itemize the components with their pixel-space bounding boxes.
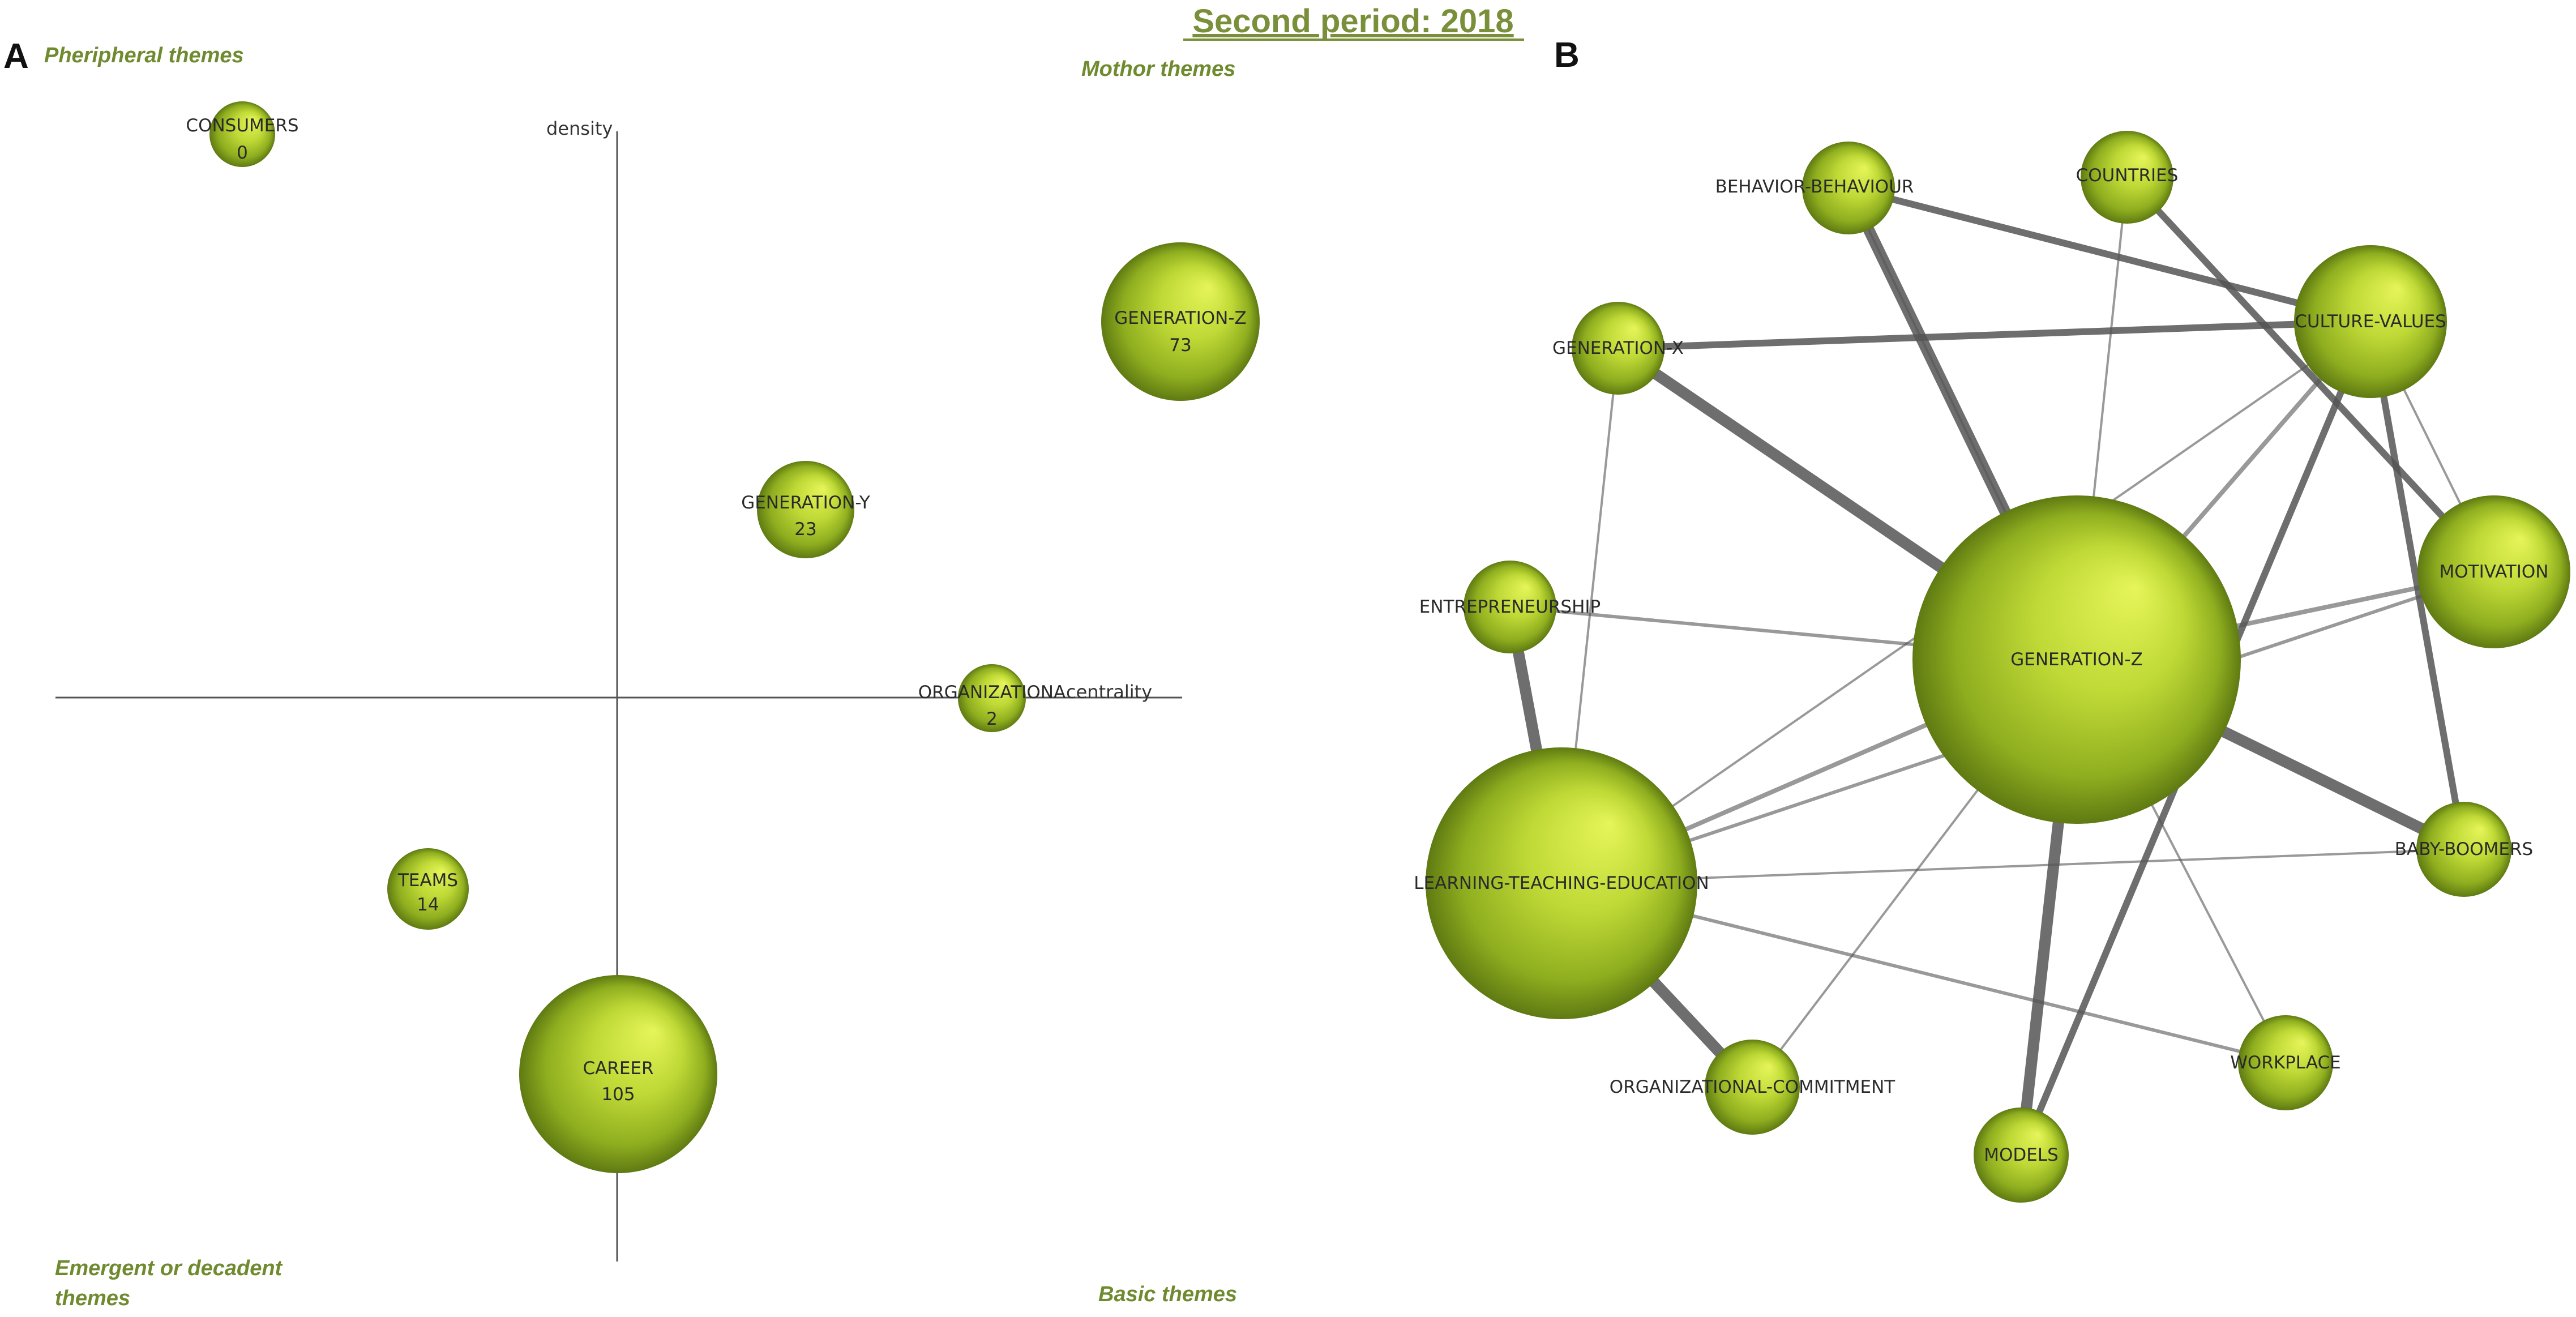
edge-behavior-culture [1847, 185, 2372, 325]
panel-b-letter: B [1554, 36, 1580, 75]
node-label-workplace: WORKPLACE [2230, 1053, 2341, 1073]
node-label-genz: GENERATION-Z [2010, 649, 2143, 670]
theme-generation-y[interactable]: GENERATION-Y 23 [741, 461, 870, 558]
node-label-models: MODELS [1984, 1145, 2059, 1165]
theme-organizational[interactable]: ORGANIZATIONA 2 [918, 664, 1066, 732]
quadrant-label-basic: Basic themes [1098, 1282, 1237, 1306]
theme-generation-z[interactable]: GENERATION-Z 73 [1101, 242, 1260, 401]
node-models[interactable]: MODELS [1974, 1108, 2069, 1203]
quadrant-label-emergent-line1: Emergent or decadent [55, 1256, 283, 1280]
node-orgcom[interactable]: ORGANIZATIONAL-COMMITMENT [1610, 1040, 1895, 1135]
theme-value-generation-y: 23 [794, 519, 816, 540]
theme-value-organizational: 2 [986, 709, 998, 729]
theme-value-generation-z: 73 [1169, 335, 1191, 356]
node-label-baby: BABY-BOOMERS [2395, 839, 2533, 860]
node-genx[interactable]: GENERATION-X [1552, 302, 1684, 395]
node-countries[interactable]: COUNTRIES [2076, 131, 2179, 224]
theme-name-generation-y: GENERATION-Y [741, 493, 870, 513]
node-entre[interactable]: ENTREPRENEURSHIP [1419, 561, 1601, 653]
theme-teams[interactable]: TEAMS 14 [387, 848, 469, 930]
node-bubble-genz [1912, 495, 2241, 824]
node-bubble-learning [1426, 747, 1697, 1019]
theme-value-career: 105 [601, 1084, 635, 1105]
theme-name-career: CAREER [583, 1058, 653, 1079]
quadrant-label-emergent-line2: themes [55, 1286, 130, 1310]
node-label-learning: LEARNING-TEACHING-EDUCATION [1414, 873, 1709, 893]
node-bubble-workplace [2238, 1015, 2333, 1110]
edge-genx-culture [1618, 318, 2371, 352]
theme-bubble-career [519, 975, 717, 1173]
theme-bubble-teams [387, 848, 469, 930]
theme-name-teams: TEAMS [397, 870, 458, 891]
edge-countries-motivation [2124, 174, 2497, 575]
theme-value-teams: 14 [417, 895, 439, 915]
node-baby[interactable]: BABY-BOOMERS [2395, 802, 2533, 897]
node-label-motivation: MOTIVATION [2440, 562, 2549, 582]
panel-b: B BEHAVIOR-BEHAVIOUR COUNTRIES CULTURE-VAL… [1414, 36, 2570, 1203]
density-axis-label: density [546, 118, 613, 139]
theme-name-organizational: ORGANIZATIONA [918, 682, 1066, 703]
network-nodes: BEHAVIOR-BEHAVIOUR COUNTRIES CULTURE-VALUE… [1414, 131, 2570, 1203]
centrality-axis-label: centrality [1066, 681, 1152, 703]
theme-consumers[interactable]: CONSUMERS 0 [186, 101, 299, 167]
node-bubble-genx [1572, 302, 1664, 395]
theme-career[interactable]: CAREER 105 [519, 975, 717, 1173]
node-bubble-baby [2416, 802, 2511, 897]
edge-baby-learning [1561, 848, 2464, 884]
node-learning[interactable]: LEARNING-TEACHING-EDUCATION [1414, 747, 1709, 1019]
node-bubble-entre [1464, 561, 1556, 653]
node-bubble-countries [2081, 131, 2173, 224]
theme-name-consumers: CONSUMERS [186, 116, 298, 136]
node-label-culture: CULTURE-VALUES [2295, 311, 2446, 332]
node-bubble-behavior [1802, 142, 1895, 234]
theme-bubble-consumers [209, 101, 275, 167]
panel-a-letter: A [3, 37, 29, 76]
node-label-behavior: BEHAVIOR-BEHAVIOUR [1715, 177, 1914, 197]
quadrant-label-motor: Mothor themes [1081, 57, 1235, 81]
node-workplace[interactable]: WORKPLACE [2230, 1015, 2341, 1110]
figure-title: Second period: 2018 [1192, 3, 1513, 40]
node-label-countries: COUNTRIES [2076, 165, 2179, 186]
node-culture[interactable]: CULTURE-VALUES [2294, 245, 2447, 398]
theme-bubble-organizational [958, 664, 1026, 732]
node-bubble-culture [2294, 245, 2447, 398]
node-bubble-models [1974, 1108, 2069, 1203]
node-motivation[interactable]: MOTIVATION [2417, 495, 2570, 648]
node-label-entre: ENTREPRENEURSHIP [1419, 597, 1601, 617]
quadrant-label-peripheral: Pheripheral themes [44, 44, 244, 67]
node-label-orgcom: ORGANIZATIONAL-COMMITMENT [1610, 1077, 1895, 1097]
theme-bubble-generation-z [1101, 242, 1260, 401]
node-bubble-motivation [2417, 495, 2570, 648]
theme-bubble-generation-y [757, 461, 854, 558]
node-label-genx: GENERATION-X [1552, 338, 1684, 358]
theme-value-consumers: 0 [237, 143, 248, 163]
node-bubble-orgcom [1705, 1040, 1800, 1135]
edge-culture-baby [2367, 320, 2467, 850]
theme-name-generation-z: GENERATION-Z [1114, 308, 1247, 328]
node-genz[interactable]: GENERATION-Z [1912, 495, 2241, 824]
node-behavior[interactable]: BEHAVIOR-BEHAVIOUR [1715, 142, 1914, 234]
panel-a: A Pheripheral themes Mothor themes Emerg… [3, 37, 1260, 1310]
